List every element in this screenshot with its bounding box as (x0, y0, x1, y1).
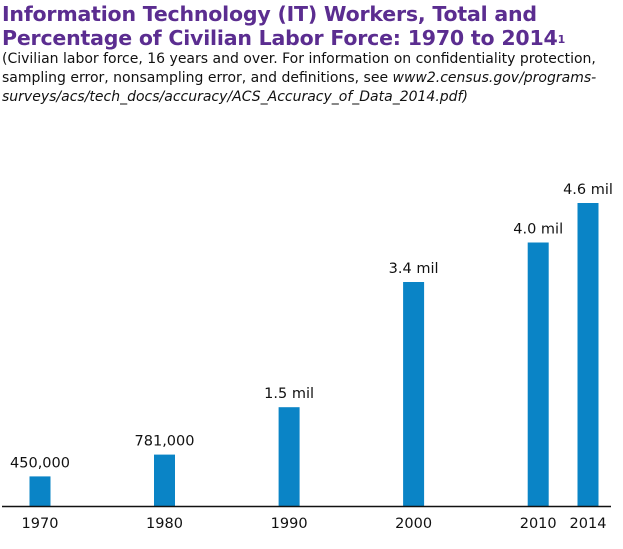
data-label-1980: 781,000 (135, 434, 195, 450)
footnote-marker: 1 (557, 33, 566, 46)
x-tick-labels-group: 1970 1980 1990 2000 2010 2014 (22, 516, 607, 532)
bar-1980 (154, 454, 175, 506)
chart-title-text: Information Technology (IT) Workers, Tot… (2, 2, 558, 50)
bar-1970 (29, 476, 51, 506)
bar-1990 (278, 407, 300, 506)
x-tick-label-1970: 1970 (22, 516, 59, 532)
x-tick-label-2000: 2000 (395, 516, 432, 532)
data-labels-group: 450,000 781,000 1.5 mil 3.4 mil 4.0 mil 4.6 m… (10, 182, 613, 471)
x-tick-label-1980: 1980 (146, 516, 183, 532)
bar-2010 (527, 242, 549, 506)
source-url: www2.census.gov/programs-surveys/acs/tec… (2, 70, 597, 105)
bars-group (29, 203, 599, 506)
x-tick-label-1990: 1990 (271, 516, 308, 532)
data-label-2000: 3.4 mil (389, 261, 439, 277)
bar-2000 (403, 282, 425, 506)
data-label-2014: 4.6 mil (563, 182, 613, 198)
data-label-1990: 1.5 mil (264, 386, 314, 402)
x-tick-label-2014: 2014 (570, 516, 607, 532)
chart-title: Information Technology (IT) Workers, Tot… (2, 2, 617, 50)
data-label-2010: 4.0 mil (513, 222, 563, 238)
x-tick-label-2010: 2010 (520, 516, 557, 532)
bar-2014 (577, 203, 599, 506)
chart-subtitle: (Civilian labor force, 16 years and over… (2, 50, 617, 107)
subtitle-text: (Civilian labor force, 16 years and over… (2, 51, 596, 86)
data-label-1970: 450,000 (10, 455, 70, 471)
